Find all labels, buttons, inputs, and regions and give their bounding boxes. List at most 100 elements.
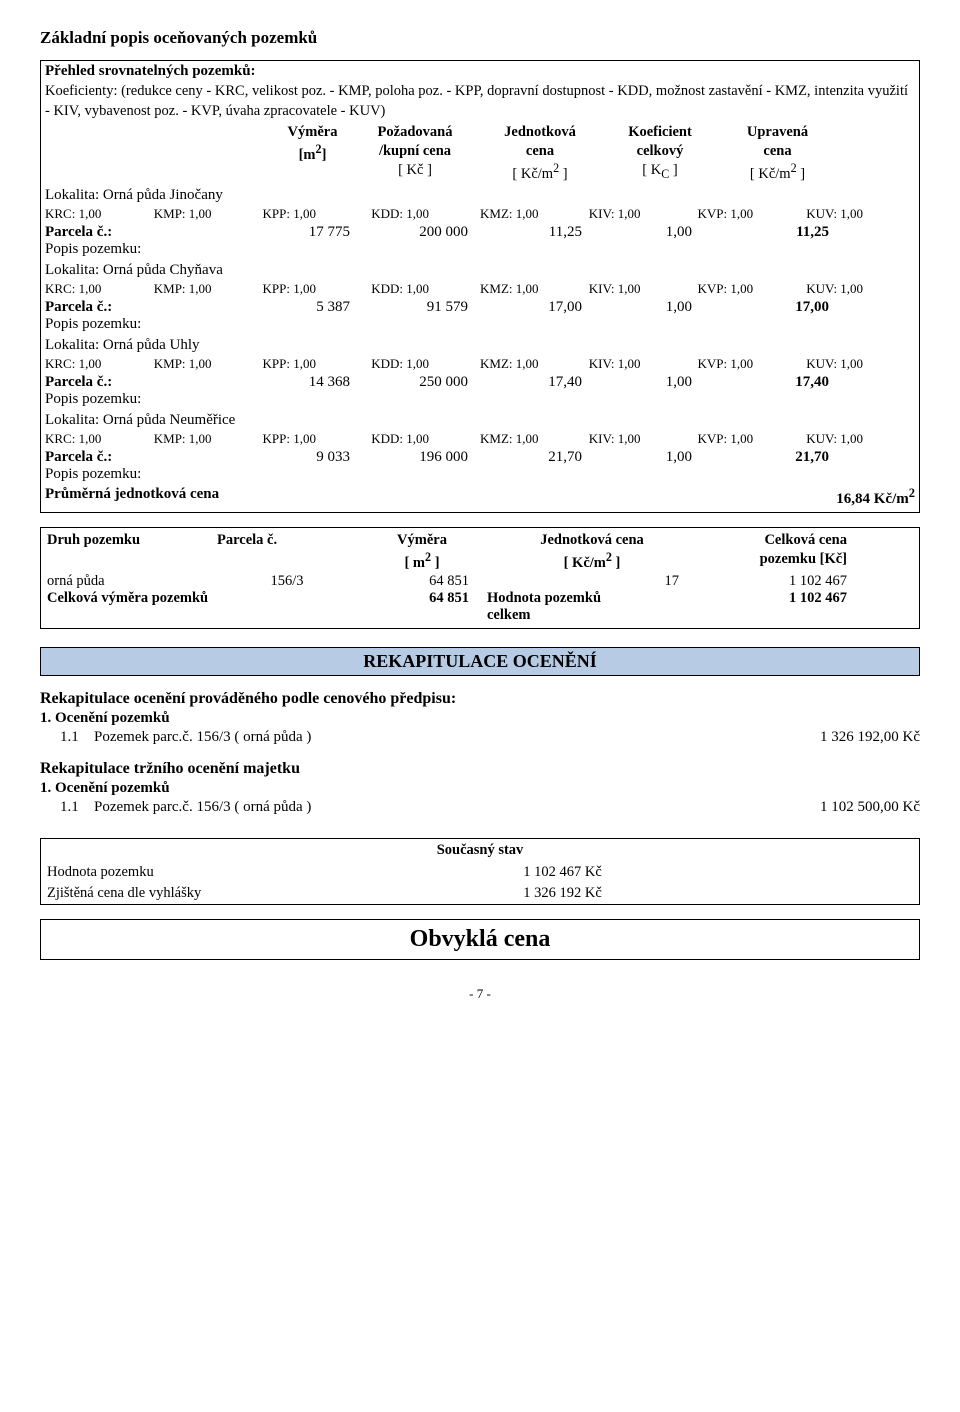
parcel-description: Popis pozemku: — [45, 241, 915, 258]
coefficient-value: KVP: 1,00 — [698, 281, 807, 297]
adjusted-value: 17,00 — [720, 299, 835, 316]
header-unit-price-u: [ Kč/m — [512, 166, 553, 182]
area-value: 5 387 — [275, 299, 350, 316]
item-index: 1.1 — [60, 729, 94, 746]
coefficient-value: KPP: 1,00 — [263, 206, 372, 222]
coefficient-value: KPP: 1,00 — [263, 281, 372, 297]
coefficient-value: KRC: 1,00 — [45, 206, 154, 222]
header-adjusted-u: [ Kč/m — [750, 166, 791, 182]
adjusted-value: 17,40 — [720, 374, 835, 391]
t2-total-value: 1 102 467 — [697, 590, 847, 624]
area-value: 17 775 — [275, 224, 350, 241]
parcel-label: Parcela č.: — [45, 449, 275, 466]
coefficient-value: KUV: 1,00 — [806, 281, 915, 297]
recap-sub-1: 1. Ocenění pozemků — [40, 710, 920, 727]
coef-value: 1,00 — [600, 374, 720, 391]
page-number: - 7 - — [40, 986, 920, 1002]
coefficient-value: KMZ: 1,00 — [480, 431, 589, 447]
coef-value: 1,00 — [600, 224, 720, 241]
header-coef: Koeficient — [628, 124, 692, 140]
coefficient-value: KRC: 1,00 — [45, 431, 154, 447]
coefficient-value: KUV: 1,00 — [806, 206, 915, 222]
recap-section-2: Rekapitulace tržního ocenění majetku — [40, 760, 920, 778]
header-area-unit: [m — [299, 147, 316, 163]
adjusted-value: 11,25 — [720, 224, 835, 241]
t2-r1-5: 1 102 467 — [697, 573, 847, 590]
state-row: Zjištěná cena dle vyhlášky 1 326 192 Kč — [41, 883, 919, 904]
header-coef-u: [ K — [642, 162, 661, 178]
t2-total-value-label: Hodnota pozemkůcelkem — [487, 590, 697, 624]
header-coef2: celkový — [637, 143, 684, 159]
t2-total-area-label: Celková výměra pozemků — [47, 590, 357, 624]
header-unit-price2: cena — [526, 143, 554, 159]
coefficient-value: KMZ: 1,00 — [480, 356, 589, 372]
coefficient-value: KRC: 1,00 — [45, 281, 154, 297]
parcel-label: Parcela č.: — [45, 299, 275, 316]
coefficient-row: KRC: 1,00KMP: 1,00KPP: 1,00KDD: 1,00KMZ:… — [45, 206, 915, 222]
coefficient-row: KRC: 1,00KMP: 1,00KPP: 1,00KDD: 1,00KMZ:… — [45, 281, 915, 297]
item-price: 1 326 192,00 Kč — [750, 729, 920, 746]
overview-heading: Přehled srovnatelných pozemků: — [45, 63, 915, 80]
final-title: Obvyklá cena — [40, 919, 920, 960]
coefficient-value: KMP: 1,00 — [154, 431, 263, 447]
coef-value: 1,00 — [600, 299, 720, 316]
parcel-data-row: Parcela č.:9 033196 00021,701,0021,70 — [45, 449, 915, 466]
unit-price-value: 17,40 — [480, 374, 600, 391]
state-value: 1 102 467 Kč — [523, 864, 602, 881]
item-desc: Pozemek parc.č. 156/3 ( orná půda ) — [94, 729, 750, 746]
unit-price-value: 11,25 — [480, 224, 600, 241]
coefficient-row: KRC: 1,00KMP: 1,00KPP: 1,00KDD: 1,00KMZ:… — [45, 356, 915, 372]
header-price-unit: [ Kč ] — [398, 162, 432, 178]
parcel-data-row: Parcela č.:5 38791 57917,001,0017,00 — [45, 299, 915, 316]
coefficient-value: KVP: 1,00 — [698, 356, 807, 372]
t2-h3: Výměra [ m2 ] — [357, 531, 487, 573]
average-value: 16,84 Kč/m2 — [836, 486, 915, 508]
recap-item-1: 1.1 Pozemek parc.č. 156/3 ( orná půda ) … — [60, 729, 920, 746]
parcel-data-row: Parcela č.:14 368250 00017,401,0017,40 — [45, 374, 915, 391]
coefficient-value: KVP: 1,00 — [698, 431, 807, 447]
coefficient-row: KRC: 1,00KMP: 1,00KPP: 1,00KDD: 1,00KMZ:… — [45, 431, 915, 447]
locality-row: Lokalita: Orná půda Uhly — [45, 337, 915, 354]
item-price: 1 102 500,00 Kč — [750, 799, 920, 816]
parcel-description: Popis pozemku: — [45, 391, 915, 408]
state-label: Zjištěná cena dle vyhlášky — [47, 885, 523, 902]
coefficient-value: KPP: 1,00 — [263, 431, 372, 447]
coefficient-value: KRC: 1,00 — [45, 356, 154, 372]
table-header: Výměra [m2] Požadovaná /kupní cena [ Kč … — [45, 123, 915, 183]
t2-r1-1: orná půda — [47, 573, 217, 590]
t2-r1-4: 17 — [487, 573, 697, 590]
locality-row: Lokalita: Orná půda Neuměřice — [45, 412, 915, 429]
coefficient-value: KMZ: 1,00 — [480, 281, 589, 297]
adjusted-value: 21,70 — [720, 449, 835, 466]
average-label: Průměrná jednotková cena — [45, 486, 219, 508]
coefficients-note: Koeficienty: (redukce ceny - KRC, veliko… — [45, 82, 915, 121]
price-value: 196 000 — [350, 449, 480, 466]
coef-value: 1,00 — [600, 449, 720, 466]
coefficient-value: KMZ: 1,00 — [480, 206, 589, 222]
price-value: 200 000 — [350, 224, 480, 241]
t2-h4: Jednotková cena [ Kč/m2 ] — [487, 531, 697, 573]
coefficient-value: KIV: 1,00 — [589, 206, 698, 222]
recap-header: REKAPITULACE OCENĚNÍ — [40, 647, 920, 676]
item-desc: Pozemek parc.č. 156/3 ( orná půda ) — [94, 799, 750, 816]
coefficient-value: KIV: 1,00 — [589, 431, 698, 447]
coefficient-value: KVP: 1,00 — [698, 206, 807, 222]
average-row: Průměrná jednotková cena 16,84 Kč/m2 — [45, 486, 915, 508]
area-value: 9 033 — [275, 449, 350, 466]
comparison-box: Přehled srovnatelných pozemků: Koeficien… — [40, 60, 920, 513]
coefficient-value: KMP: 1,00 — [154, 281, 263, 297]
locality-row: Lokalita: Orná půda Chyňava — [45, 262, 915, 279]
parcel-description: Popis pozemku: — [45, 466, 915, 483]
area-value: 14 368 — [275, 374, 350, 391]
coefficient-value: KMP: 1,00 — [154, 356, 263, 372]
coefficient-value: KUV: 1,00 — [806, 431, 915, 447]
t2-r1-2: 156/3 — [217, 573, 357, 590]
header-price-req: Požadovaná — [378, 124, 453, 140]
recap-sub-2: 1. Ocenění pozemků — [40, 780, 920, 797]
coefficient-value: KDD: 1,00 — [371, 281, 480, 297]
t2-total-area: 64 851 — [357, 590, 487, 624]
parcel-data-row: Parcela č.:17 775200 00011,251,0011,25 — [45, 224, 915, 241]
coefficient-value: KPP: 1,00 — [263, 356, 372, 372]
coefficient-value: KMP: 1,00 — [154, 206, 263, 222]
price-value: 250 000 — [350, 374, 480, 391]
